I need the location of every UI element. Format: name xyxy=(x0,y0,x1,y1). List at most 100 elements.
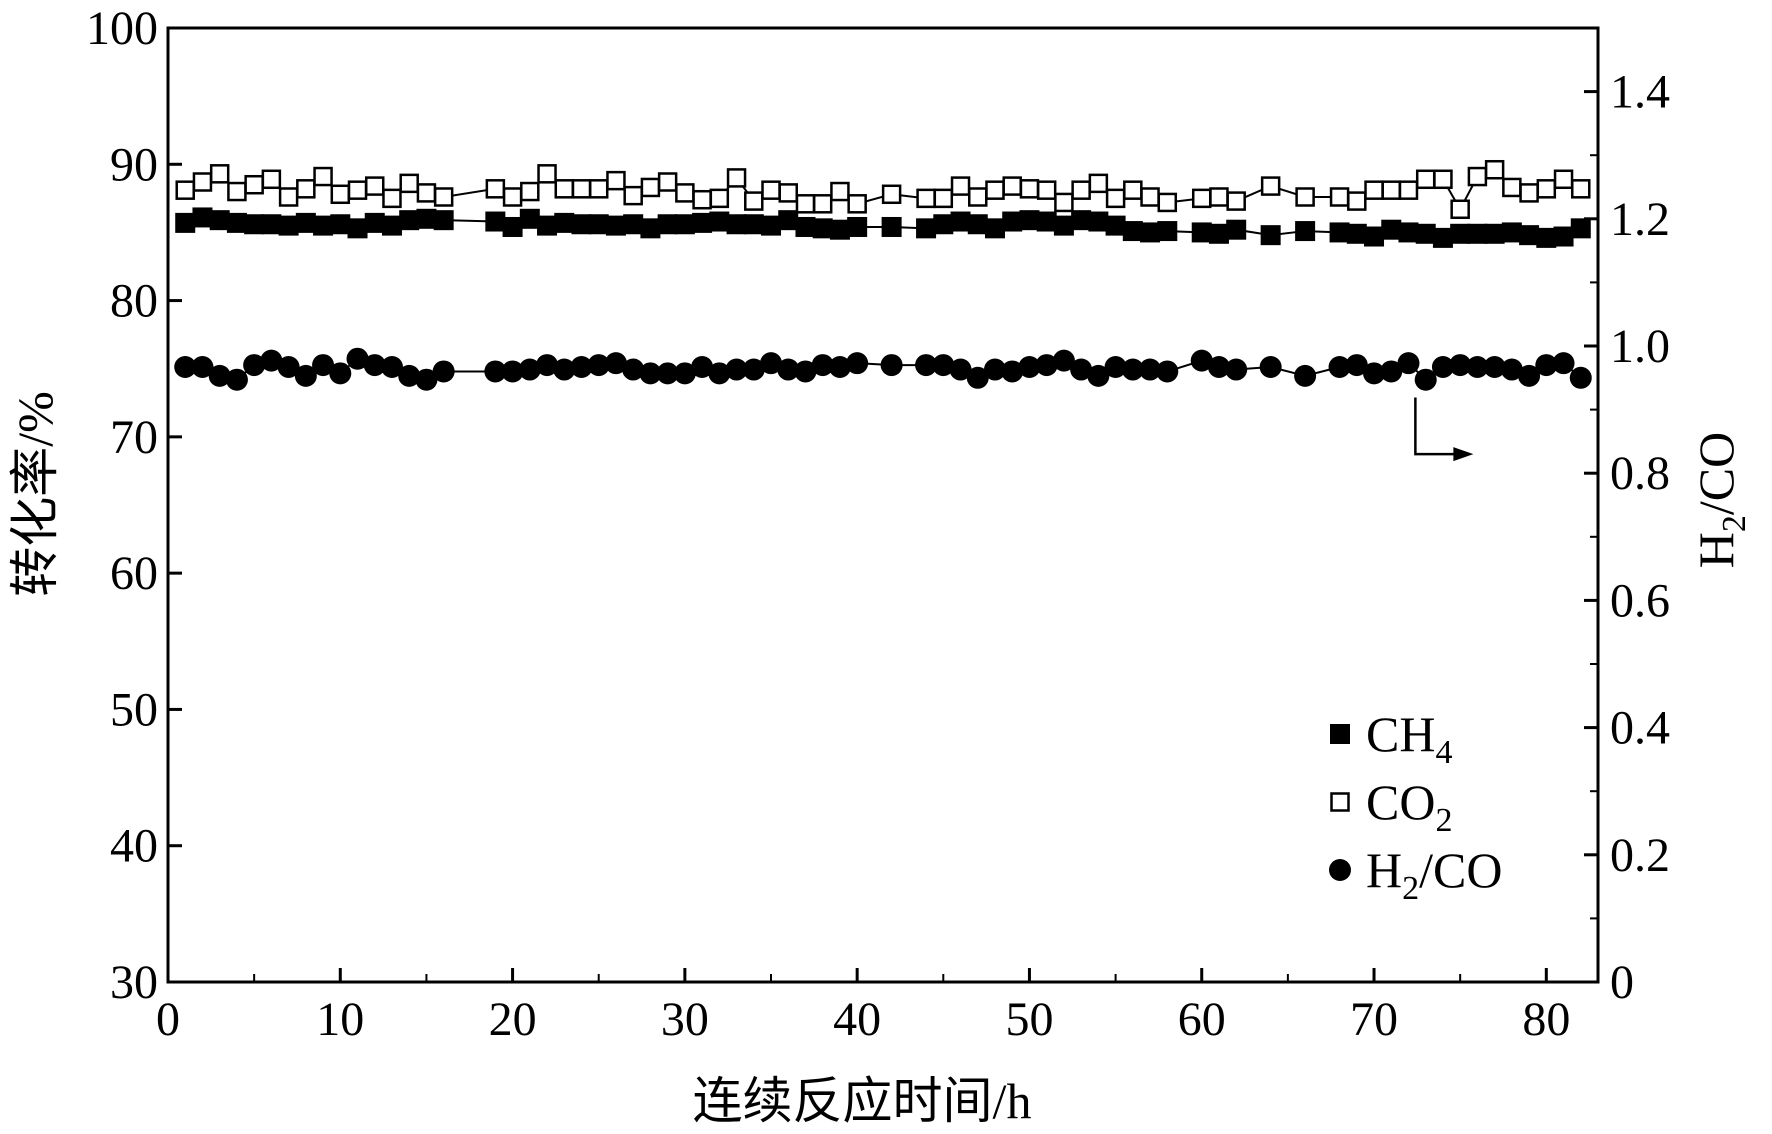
data-point xyxy=(1467,166,1488,187)
data-point xyxy=(1345,354,1368,377)
data-point xyxy=(1483,355,1506,378)
data-point xyxy=(708,362,731,385)
data-point xyxy=(604,352,627,375)
data-point xyxy=(950,211,971,232)
data-point xyxy=(761,180,781,200)
data-point xyxy=(933,188,954,209)
data-point xyxy=(570,355,593,378)
plot-frame xyxy=(166,26,1600,984)
axis-arrow-annotation xyxy=(1414,397,1474,462)
data-point xyxy=(192,207,213,228)
data-point xyxy=(1018,355,1041,378)
data-point xyxy=(1139,358,1162,381)
data-point xyxy=(1088,173,1109,194)
data-point xyxy=(967,214,988,235)
y2-tick-label: 0.6 xyxy=(1610,574,1670,627)
data-point xyxy=(519,208,540,229)
y2-tick-label: 1.0 xyxy=(1610,320,1670,373)
data-point xyxy=(347,218,368,239)
data-point xyxy=(244,174,264,195)
data-point xyxy=(226,212,247,233)
y2-tick-label: 0.8 xyxy=(1610,447,1670,500)
data-point xyxy=(675,183,695,203)
data-point xyxy=(1571,179,1591,199)
data-point xyxy=(261,169,282,190)
data-point xyxy=(709,188,730,209)
y2-tick-label: 0.2 xyxy=(1610,829,1670,882)
data-point xyxy=(1449,354,1472,377)
axis-ticks: 0 10 20 30 40 50 60 70 80 30 40 50 60 70 80 90 100 0 0.2 0.… xyxy=(86,2,1670,1046)
data-point xyxy=(571,179,592,199)
x-axis-label: 连续反应时间/h xyxy=(693,1073,1032,1129)
legend-label-sub: 2 xyxy=(1402,870,1419,907)
data-point xyxy=(1552,352,1575,375)
data-point xyxy=(1431,355,1454,378)
data-point xyxy=(640,177,661,198)
data-point xyxy=(1019,179,1040,199)
data-point xyxy=(485,179,506,199)
data-point xyxy=(1328,355,1351,378)
data-point xyxy=(588,179,609,199)
data-point xyxy=(277,355,300,378)
data-point xyxy=(1054,192,1074,213)
data-point xyxy=(1570,218,1591,239)
data-point xyxy=(260,349,283,372)
data-point xyxy=(1071,210,1092,231)
data-point xyxy=(880,354,903,377)
data-point xyxy=(278,215,299,236)
data-point xyxy=(294,364,317,387)
x-tick-label: 40 xyxy=(833,993,881,1046)
data-point xyxy=(725,358,748,381)
data-point xyxy=(692,189,712,210)
y2-tick-label: 1.4 xyxy=(1610,66,1670,119)
legend-label-rest: /CO xyxy=(1419,842,1502,898)
data-point xyxy=(1140,222,1161,243)
data-point xyxy=(347,180,368,200)
data-point xyxy=(553,358,576,381)
data-point xyxy=(209,210,230,231)
data-point xyxy=(416,183,437,203)
data-point xyxy=(846,352,869,375)
data-point xyxy=(381,215,402,236)
data-point xyxy=(1329,222,1350,243)
x-tick-label: 0 xyxy=(156,993,180,1046)
data-point xyxy=(847,194,867,214)
data-point xyxy=(1381,180,1402,200)
data-point xyxy=(1450,199,1470,220)
data-point xyxy=(673,362,696,385)
data-point xyxy=(502,187,523,207)
data-point xyxy=(330,184,351,205)
data-point xyxy=(209,164,230,184)
data-point xyxy=(692,212,713,233)
data-point xyxy=(1052,349,1075,372)
data-point xyxy=(1467,223,1488,244)
data-point xyxy=(1484,159,1505,180)
data-point xyxy=(743,214,764,235)
y2-tick-label: 1.2 xyxy=(1610,193,1670,246)
data-point xyxy=(208,364,231,387)
data-point xyxy=(1397,352,1420,375)
data-point xyxy=(588,214,609,235)
legend-marker-2 xyxy=(1329,859,1351,881)
data-point xyxy=(278,187,299,207)
data-point xyxy=(1122,221,1143,242)
data-markers xyxy=(174,159,1592,391)
data-point xyxy=(761,215,782,236)
data-point xyxy=(296,179,316,199)
data-point xyxy=(537,164,557,184)
data-point xyxy=(501,360,524,383)
data-point xyxy=(433,210,454,231)
data-point xyxy=(606,170,626,191)
data-point xyxy=(1070,358,1093,381)
data-point xyxy=(484,360,507,383)
data-point xyxy=(1226,191,1246,211)
data-point xyxy=(1208,223,1229,244)
data-point xyxy=(726,168,747,188)
y2-axis-label: H2/CO xyxy=(1688,432,1753,568)
data-point xyxy=(537,215,558,236)
data-point xyxy=(605,215,626,236)
data-point xyxy=(1415,223,1436,244)
data-point xyxy=(778,210,799,231)
data-point xyxy=(1295,221,1316,242)
data-point xyxy=(760,352,783,375)
